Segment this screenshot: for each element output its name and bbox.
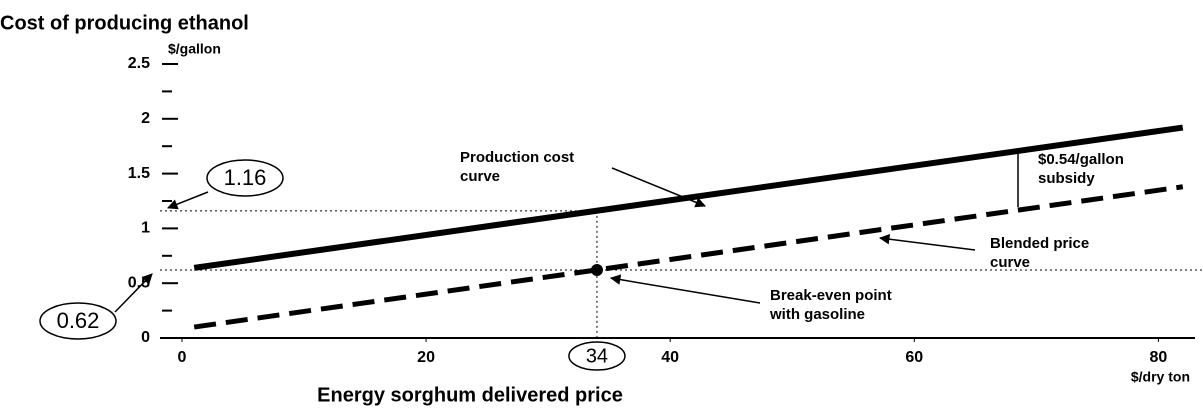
callout-arrow [167, 191, 209, 210]
callout [39, 302, 117, 340]
x-unit: $/dry ton [1131, 369, 1190, 385]
annotation: Break-even point [770, 287, 892, 304]
annotation: Production cost [460, 149, 574, 166]
callout [206, 159, 284, 197]
annotation: Blended price [990, 235, 1089, 252]
y-tick-label: 0.5 [128, 274, 150, 291]
y-tick-label: 1 [141, 220, 150, 237]
annotation: $0.54/gallon [1038, 151, 1124, 168]
y-tick-label: 1.5 [128, 165, 150, 182]
x-tick-label: 80 [1149, 349, 1167, 366]
y-tick-label: 2.5 [128, 55, 150, 72]
annotation-arrow [611, 167, 706, 208]
x-tick-label: 0 [178, 349, 187, 366]
annotation: subsidy [1038, 170, 1095, 187]
x-axis-label: Energy sorghum delivered price [317, 384, 623, 406]
callout-arrow [114, 273, 153, 313]
series-line [193, 184, 1184, 330]
y-tick-label: 0 [141, 329, 150, 346]
annotation: curve [460, 168, 500, 185]
x-tick-label: 40 [661, 349, 679, 366]
breakeven-point [590, 264, 603, 277]
annotation-arrow [609, 274, 761, 304]
callout-label: 1.16 [224, 165, 267, 190]
annotation: with gasoline [769, 306, 865, 323]
x-tick-label: 60 [905, 349, 923, 366]
chart-title: Cost of producing ethanol [0, 12, 249, 34]
callout-label: 34 [586, 345, 608, 367]
callout-label: 0.62 [57, 308, 100, 333]
y-unit: $/gallon [168, 41, 221, 57]
annotation: curve [990, 254, 1030, 271]
y-tick-label: 2 [141, 110, 150, 127]
callout [568, 341, 626, 371]
x-tick-label: 20 [417, 349, 435, 366]
annotation-arrow [878, 233, 976, 251]
series-line [193, 124, 1184, 271]
